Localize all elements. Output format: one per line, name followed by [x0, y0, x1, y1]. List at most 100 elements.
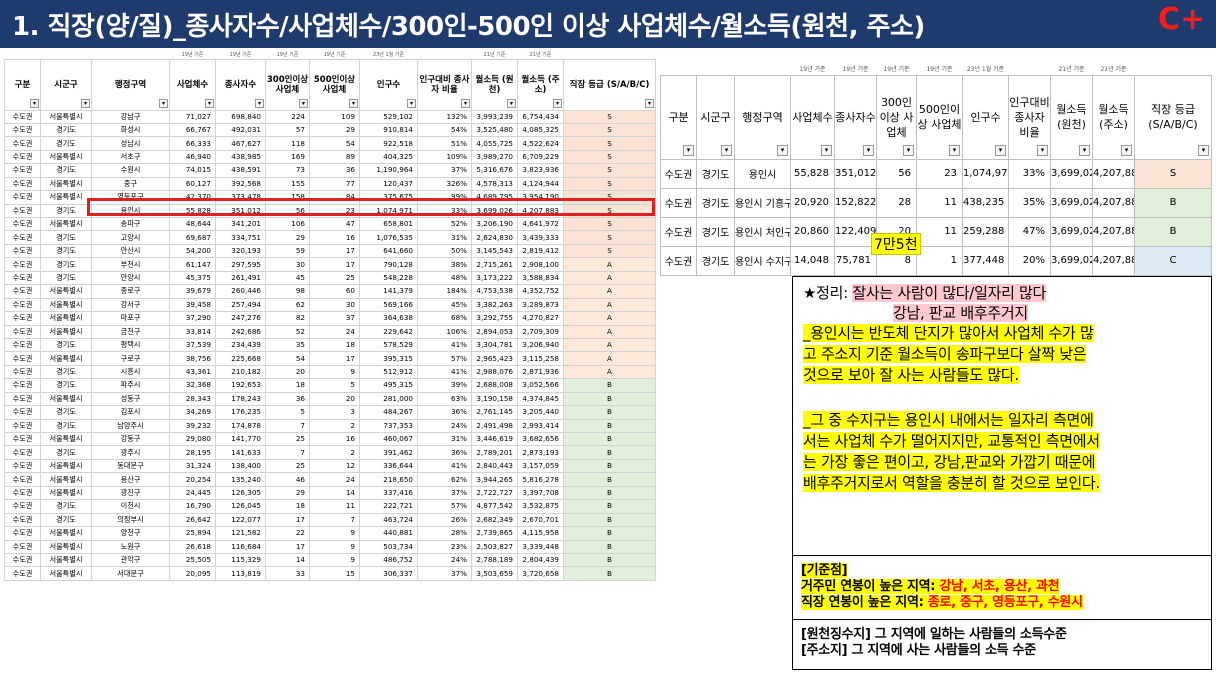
main-cell[interactable]: B	[563, 472, 656, 487]
side-cell[interactable]: 수도권	[660, 245, 697, 276]
main-cell[interactable]: B	[563, 391, 656, 407]
side-cell[interactable]: 3,699,026	[1050, 216, 1093, 247]
filter-dropdown-icon[interactable]: ▾	[683, 144, 694, 156]
main-cell[interactable]: 5	[309, 378, 360, 393]
main-cell[interactable]: 1,074,971	[359, 203, 418, 219]
main-cell[interactable]: 서울특별시	[40, 485, 92, 501]
main-cell[interactable]: 106%	[417, 324, 472, 339]
main-cell[interactable]: 수도권	[4, 566, 41, 581]
main-cell[interactable]: 36	[309, 163, 360, 178]
main-cell[interactable]: 548,228	[359, 270, 418, 286]
side-cell[interactable]: 1	[916, 245, 963, 276]
main-cell[interactable]: 6,754,434	[517, 109, 564, 124]
side-cell[interactable]: 용인시 기흥구	[734, 187, 791, 218]
filter-dropdown-icon[interactable]: ▾	[81, 98, 90, 108]
main-cell[interactable]: 569,166	[359, 297, 418, 313]
main-cell[interactable]: 61,147	[169, 257, 216, 272]
main-cell[interactable]: 141,770	[215, 431, 266, 447]
side-cell[interactable]: 용인시	[734, 158, 791, 189]
main-cell[interactable]: 3,304,781	[471, 337, 518, 353]
main-cell[interactable]: 수도권	[4, 499, 41, 514]
main-cell[interactable]: 2,873,193	[517, 445, 564, 460]
main-cell[interactable]: 48,644	[169, 216, 216, 232]
main-cell[interactable]: 46	[265, 472, 310, 487]
main-cell[interactable]: 37,539	[169, 337, 216, 353]
main-cell[interactable]: 2	[309, 445, 360, 460]
main-cell[interactable]: 658,801	[359, 216, 418, 232]
main-cell[interactable]: 37%	[417, 163, 472, 178]
main-cell[interactable]: 118	[265, 136, 310, 151]
main-cell[interactable]: S	[563, 203, 656, 219]
main-cell[interactable]: 경기도	[40, 270, 92, 286]
side-cell[interactable]: 47%	[1008, 216, 1051, 247]
main-cell[interactable]: 강서구	[91, 297, 170, 313]
main-cell[interactable]: S	[563, 136, 656, 151]
main-cell[interactable]: 서울특별시	[40, 216, 92, 232]
main-cell[interactable]: 4,124,944	[517, 176, 564, 192]
main-cell[interactable]: 57%	[417, 499, 472, 514]
main-cell[interactable]: 수도권	[4, 324, 41, 339]
main-cell[interactable]: 금천구	[91, 324, 170, 339]
side-cell[interactable]: 259,288	[962, 216, 1009, 247]
main-cell[interactable]: 수도권	[4, 109, 41, 124]
main-cell[interactable]: 수도권	[4, 216, 41, 232]
main-cell[interactable]: 51%	[417, 136, 472, 151]
main-cell[interactable]: 224	[265, 109, 310, 124]
main-cell[interactable]: 1,190,964	[359, 163, 418, 178]
main-cell[interactable]: 37%	[417, 485, 472, 501]
main-cell[interactable]: 수도권	[4, 136, 41, 151]
main-cell[interactable]: 2,988,076	[471, 364, 518, 380]
main-cell[interactable]: 서울특별시	[40, 458, 92, 474]
main-cell[interactable]: 3,944,265	[471, 472, 518, 487]
filter-dropdown-icon[interactable]: ▾	[863, 144, 874, 156]
filter-dropdown-icon[interactable]: ▾	[1079, 144, 1090, 156]
main-cell[interactable]: 35	[265, 337, 310, 353]
filter-dropdown-icon[interactable]: ▾	[995, 144, 1006, 156]
main-cell[interactable]: 486,752	[359, 552, 418, 568]
main-cell[interactable]: B	[563, 405, 656, 420]
side-cell[interactable]: C	[1134, 245, 1212, 276]
main-cell[interactable]: 29,080	[169, 431, 216, 447]
main-cell[interactable]: 2,709,309	[517, 324, 564, 339]
main-cell[interactable]: 서울특별시	[40, 176, 92, 192]
main-cell[interactable]: 115,329	[215, 552, 266, 568]
main-cell[interactable]: 6,709,229	[517, 149, 564, 165]
main-cell[interactable]: 52%	[417, 216, 472, 232]
main-cell[interactable]: B	[563, 539, 656, 554]
filter-dropdown-icon[interactable]: ▾	[645, 98, 654, 108]
main-cell[interactable]: 73	[265, 163, 310, 178]
side-cell[interactable]: 20,920	[790, 187, 835, 218]
main-cell[interactable]: 3,439,333	[517, 230, 564, 245]
main-cell[interactable]: 송파구	[91, 216, 170, 232]
main-cell[interactable]: A	[563, 364, 656, 380]
main-cell[interactable]: A	[563, 311, 656, 326]
main-cell[interactable]: 2,682,349	[471, 512, 518, 528]
main-cell[interactable]: 고양시	[91, 230, 170, 245]
main-cell[interactable]: 16	[309, 431, 360, 447]
main-cell[interactable]: 84	[309, 190, 360, 205]
main-cell[interactable]: 경기도	[40, 230, 92, 245]
main-cell[interactable]: 43,361	[169, 364, 216, 380]
main-cell[interactable]: 경기도	[40, 445, 92, 460]
main-cell[interactable]: 3,145,543	[471, 243, 518, 259]
side-cell[interactable]: 11	[916, 187, 963, 218]
main-cell[interactable]: 5,316,676	[471, 163, 518, 178]
main-cell[interactable]: 2,670,701	[517, 512, 564, 528]
main-cell[interactable]: 3,503,659	[471, 566, 518, 581]
main-cell[interactable]: 수도권	[4, 297, 41, 313]
main-cell[interactable]: 25	[309, 270, 360, 286]
filter-dropdown-icon[interactable]: ▾	[821, 144, 832, 156]
main-cell[interactable]: 수도권	[4, 311, 41, 326]
main-cell[interactable]: S	[563, 243, 656, 259]
main-cell[interactable]: 297,595	[215, 257, 266, 272]
main-cell[interactable]: 33,814	[169, 324, 216, 339]
main-cell[interactable]: 54%	[417, 122, 472, 138]
main-cell[interactable]: 경기도	[40, 512, 92, 528]
main-cell[interactable]: 서울특별시	[40, 109, 92, 124]
main-cell[interactable]: S	[563, 190, 656, 205]
main-cell[interactable]: 26%	[417, 512, 472, 528]
filter-dropdown-icon[interactable]: ▾	[461, 98, 470, 108]
main-cell[interactable]: 경기도	[40, 122, 92, 138]
side-cell[interactable]: 11	[916, 216, 963, 247]
main-cell[interactable]: 경기도	[40, 163, 92, 178]
